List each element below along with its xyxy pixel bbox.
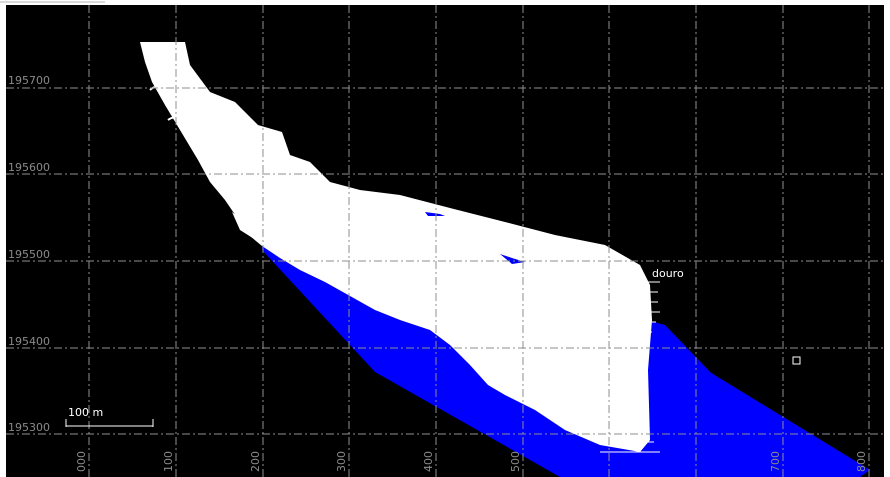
x-tick-label: 500 <box>509 451 522 472</box>
x-tick-label: 400 <box>422 451 435 472</box>
x-tick-label: 200 <box>249 451 262 472</box>
scale-bar: 100 m <box>65 406 154 427</box>
y-tick-label: 195700 <box>8 74 50 87</box>
x-tick-label: 000 <box>75 451 88 472</box>
contour-label-clutter <box>600 281 660 453</box>
contour-mass <box>140 42 652 452</box>
feature-label: douro <box>652 267 684 280</box>
y-tick-label: 195300 <box>8 421 50 434</box>
contour-edge-lines <box>149 86 630 445</box>
point-marker[interactable] <box>792 356 801 365</box>
x-tick-labels: 000 100 200 300 400 500 700 800 <box>75 451 868 472</box>
x-tick-label: 100 <box>162 451 175 472</box>
y-tick-label: 195400 <box>8 335 50 348</box>
x-tick-label: 300 <box>335 451 348 472</box>
y-tick-label: 195500 <box>8 248 50 261</box>
x-tick-label: 700 <box>769 451 782 472</box>
y-tick-label: 195600 <box>8 161 50 174</box>
x-tick-label: 800 <box>855 451 868 472</box>
scale-bar-label: 100 m <box>68 406 103 419</box>
y-tick-labels: 195700 195600 195500 195400 195300 <box>8 74 50 434</box>
map-grid <box>6 5 884 477</box>
